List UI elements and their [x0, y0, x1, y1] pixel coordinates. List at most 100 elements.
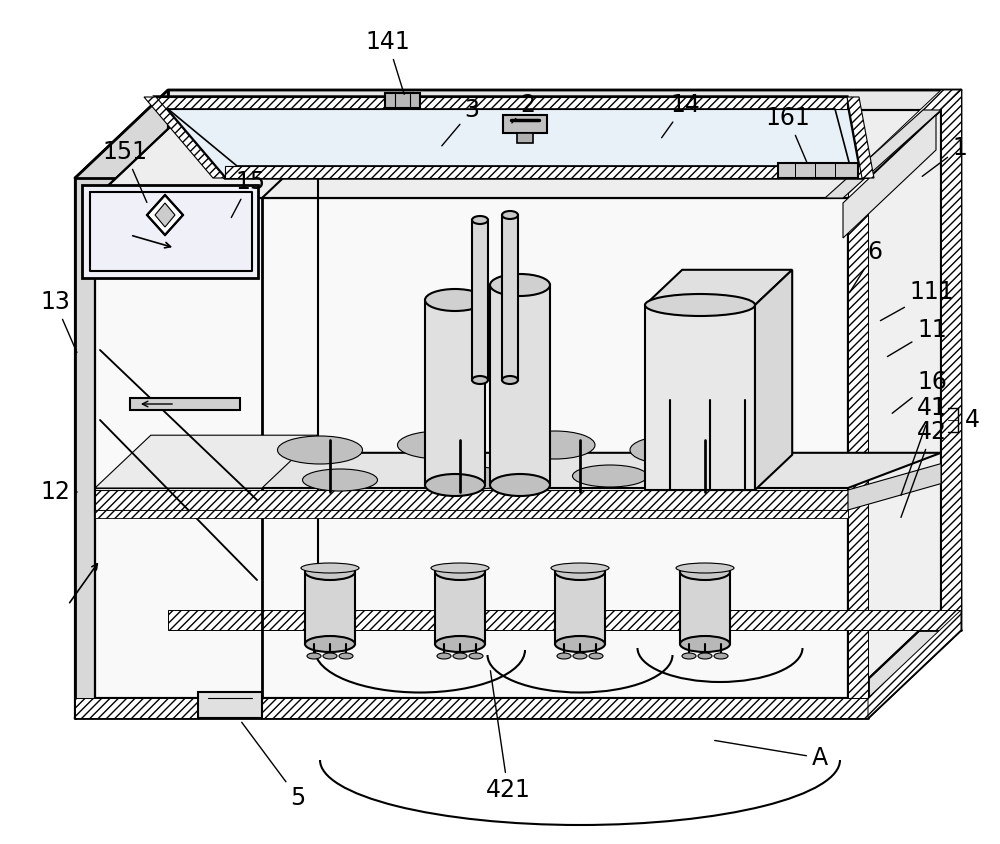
- Ellipse shape: [425, 474, 485, 496]
- Ellipse shape: [425, 289, 485, 311]
- Ellipse shape: [502, 376, 518, 384]
- Text: 11: 11: [887, 318, 947, 356]
- Ellipse shape: [630, 436, 710, 464]
- Ellipse shape: [698, 653, 712, 659]
- Polygon shape: [144, 97, 225, 178]
- Polygon shape: [75, 630, 961, 718]
- Polygon shape: [503, 115, 547, 133]
- Ellipse shape: [490, 474, 550, 496]
- Polygon shape: [385, 93, 420, 108]
- Ellipse shape: [682, 653, 696, 659]
- Ellipse shape: [502, 211, 518, 219]
- Ellipse shape: [435, 564, 485, 580]
- Text: 4: 4: [965, 408, 980, 432]
- Ellipse shape: [589, 653, 603, 659]
- Polygon shape: [868, 610, 961, 718]
- Ellipse shape: [555, 636, 605, 652]
- Polygon shape: [155, 203, 175, 227]
- Text: 151: 151: [103, 140, 148, 203]
- Text: 13: 13: [40, 290, 77, 353]
- Polygon shape: [645, 270, 792, 305]
- Ellipse shape: [453, 653, 467, 659]
- Polygon shape: [941, 90, 961, 630]
- Polygon shape: [156, 97, 862, 178]
- Polygon shape: [425, 300, 485, 485]
- Text: 5: 5: [242, 722, 306, 810]
- Polygon shape: [680, 572, 730, 644]
- Ellipse shape: [323, 653, 337, 659]
- Polygon shape: [75, 90, 168, 718]
- Polygon shape: [95, 198, 848, 698]
- Ellipse shape: [469, 653, 483, 659]
- Polygon shape: [555, 572, 605, 644]
- Ellipse shape: [438, 467, 512, 489]
- Text: 1: 1: [922, 136, 967, 176]
- Polygon shape: [472, 220, 488, 380]
- Text: 16: 16: [892, 370, 947, 414]
- Text: 3: 3: [442, 98, 480, 146]
- Ellipse shape: [398, 431, 483, 459]
- Text: 14: 14: [662, 93, 700, 138]
- Polygon shape: [75, 178, 868, 718]
- Polygon shape: [95, 510, 848, 518]
- Text: 141: 141: [366, 30, 410, 95]
- Ellipse shape: [515, 431, 595, 459]
- Polygon shape: [305, 572, 355, 644]
- Ellipse shape: [557, 653, 571, 659]
- Ellipse shape: [278, 436, 363, 464]
- Polygon shape: [95, 436, 318, 488]
- Ellipse shape: [305, 636, 355, 652]
- Polygon shape: [130, 398, 240, 410]
- Ellipse shape: [573, 653, 587, 659]
- Polygon shape: [868, 90, 961, 718]
- Polygon shape: [848, 90, 961, 178]
- Ellipse shape: [694, 459, 766, 481]
- Polygon shape: [502, 215, 518, 380]
- Ellipse shape: [305, 564, 355, 580]
- Ellipse shape: [339, 653, 353, 659]
- Text: 2: 2: [512, 93, 536, 123]
- Polygon shape: [645, 305, 755, 490]
- Ellipse shape: [472, 216, 488, 224]
- Polygon shape: [156, 97, 847, 109]
- Polygon shape: [147, 195, 183, 235]
- Polygon shape: [75, 698, 868, 718]
- Polygon shape: [825, 110, 941, 198]
- Text: 111: 111: [880, 280, 954, 321]
- Ellipse shape: [572, 465, 648, 487]
- Ellipse shape: [551, 563, 609, 573]
- Polygon shape: [848, 178, 868, 718]
- Ellipse shape: [302, 469, 378, 491]
- Polygon shape: [517, 133, 533, 143]
- Text: 12: 12: [40, 480, 77, 504]
- Ellipse shape: [490, 274, 550, 296]
- Ellipse shape: [555, 564, 605, 580]
- Polygon shape: [490, 285, 550, 485]
- Polygon shape: [95, 490, 848, 510]
- Text: 6: 6: [849, 240, 883, 293]
- Ellipse shape: [645, 294, 755, 316]
- Polygon shape: [848, 110, 941, 698]
- Text: 42: 42: [901, 420, 947, 517]
- Text: A: A: [715, 740, 828, 770]
- Polygon shape: [843, 115, 936, 238]
- Ellipse shape: [676, 563, 734, 573]
- Text: 161: 161: [766, 106, 810, 162]
- Polygon shape: [95, 110, 941, 198]
- Ellipse shape: [714, 653, 728, 659]
- Polygon shape: [778, 163, 858, 178]
- Text: 421: 421: [486, 671, 530, 802]
- Ellipse shape: [435, 636, 485, 652]
- Polygon shape: [168, 610, 961, 630]
- Polygon shape: [82, 185, 258, 278]
- Ellipse shape: [431, 563, 489, 573]
- Polygon shape: [435, 572, 485, 644]
- Polygon shape: [225, 166, 862, 178]
- Polygon shape: [755, 270, 792, 490]
- Polygon shape: [847, 97, 874, 178]
- Polygon shape: [75, 90, 961, 178]
- Ellipse shape: [437, 653, 451, 659]
- Text: 41: 41: [901, 396, 947, 495]
- Ellipse shape: [680, 564, 730, 580]
- Ellipse shape: [307, 653, 321, 659]
